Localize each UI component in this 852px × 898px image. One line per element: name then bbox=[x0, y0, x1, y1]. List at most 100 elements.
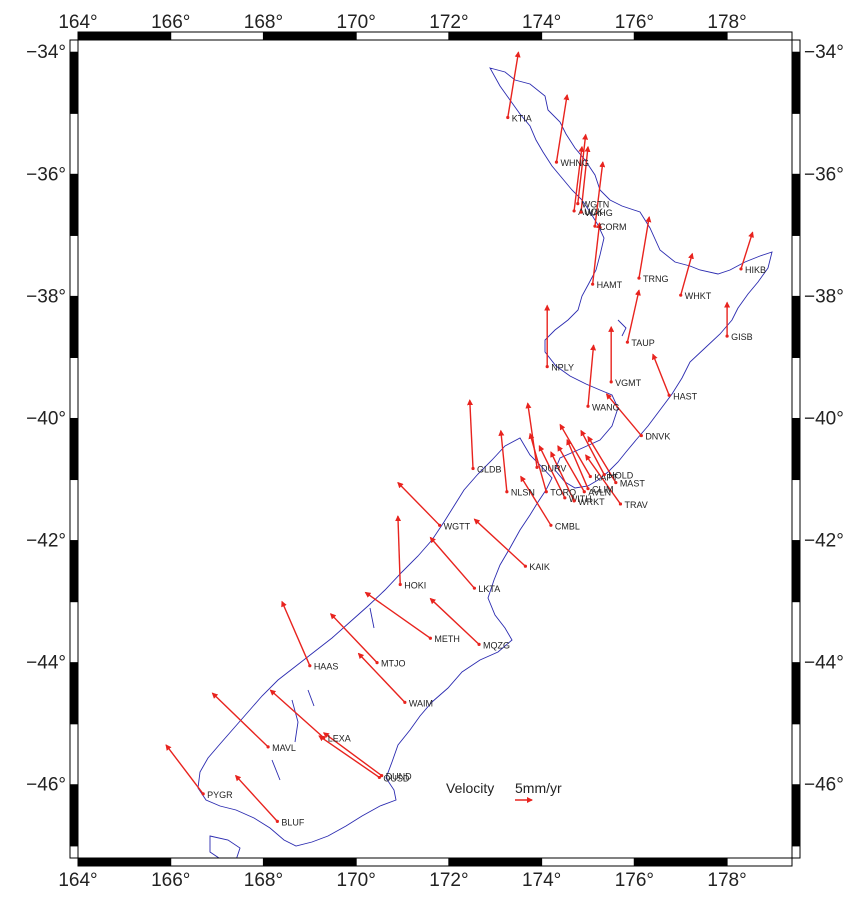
station-label-hikb: HIKB bbox=[745, 265, 766, 275]
station-marker-bluf bbox=[275, 819, 279, 823]
right-lat-tick-label: −42° bbox=[804, 531, 844, 552]
frame-bar-segment bbox=[791, 51, 801, 114]
velocity-vector-meth bbox=[364, 591, 431, 639]
frame-bar-segment bbox=[69, 356, 79, 419]
station-marker-gisb bbox=[725, 334, 729, 338]
velocity-vector-waim bbox=[357, 652, 406, 703]
station-marker-toro bbox=[544, 490, 548, 494]
velocity-legend: Velocity 5mm/yr bbox=[446, 780, 562, 803]
station-marker-mavl bbox=[266, 745, 270, 749]
right-lat-tick-label: −34° bbox=[804, 42, 844, 63]
station-label-lkta: LKTA bbox=[478, 584, 500, 594]
frame-bar-segment bbox=[541, 857, 635, 867]
station-marker-taup bbox=[625, 340, 630, 344]
station-marker-kaik bbox=[523, 564, 528, 568]
station-label-durv: DURV bbox=[541, 463, 566, 473]
station-label-gldb: GLDB bbox=[477, 465, 502, 475]
velocity-vector-wahg bbox=[580, 145, 591, 213]
station-label-pygr: PYGR bbox=[207, 790, 233, 800]
station-marker-nply bbox=[545, 364, 549, 369]
right-lat-tick-label: −46° bbox=[804, 775, 844, 796]
velocity-vector-mast bbox=[587, 435, 617, 483]
velocity-vector-wgtt bbox=[397, 481, 441, 526]
station-label-hast: HAST bbox=[673, 391, 698, 401]
frame-bar-segment bbox=[69, 479, 79, 542]
lake bbox=[271, 759, 281, 781]
station-marker-pygr bbox=[201, 792, 205, 796]
frame-bar-segment bbox=[77, 857, 172, 867]
station-label-nlsn: NLSN bbox=[511, 488, 535, 498]
station-marker-hamt bbox=[591, 282, 595, 286]
left-lat-tick-label: −40° bbox=[26, 408, 66, 429]
station-label-cmbl: CMBL bbox=[555, 521, 580, 531]
velocity-vector-with bbox=[538, 445, 566, 499]
frame-bar-segment bbox=[69, 234, 79, 297]
top-lon-tick-label: 168° bbox=[244, 12, 283, 33]
velocity-vector-dnvk bbox=[605, 393, 642, 437]
station-marker-mqzg bbox=[477, 642, 481, 646]
station-marker-trng bbox=[637, 276, 641, 280]
left-lat-tick-label: −42° bbox=[26, 531, 66, 552]
velocity-vector-trng bbox=[638, 216, 652, 279]
velocity-vector-gldb bbox=[467, 399, 474, 469]
frame-bar-segment bbox=[69, 662, 79, 725]
frame-bar-segment bbox=[791, 784, 801, 847]
velocity-vector-corm bbox=[594, 161, 606, 227]
station-marker-lexa bbox=[322, 736, 326, 740]
velocity-vector-hoki bbox=[395, 515, 402, 585]
frame-bar-segment bbox=[726, 31, 793, 41]
north-island-coastline bbox=[489, 67, 773, 489]
velocity-vector-dund bbox=[322, 732, 383, 777]
velocity-vector-pygr bbox=[165, 744, 204, 795]
station-marker-wgtt bbox=[438, 523, 442, 527]
frame-bar-segment bbox=[541, 31, 635, 41]
frame-bar-segment bbox=[69, 845, 79, 859]
frame-scale-bars bbox=[69, 31, 801, 867]
station-label-mast: MAST bbox=[620, 479, 646, 489]
station-marker-waim bbox=[403, 700, 407, 704]
frame-bar-segment bbox=[791, 356, 801, 419]
velocity-vector-mqzg bbox=[429, 597, 480, 645]
station-marker-meth bbox=[428, 636, 432, 640]
station-label-wang: WANG bbox=[592, 402, 620, 412]
station-marker-gldb bbox=[471, 466, 475, 471]
frame-bar-segment bbox=[69, 601, 79, 664]
bottom-lon-tick-label: 170° bbox=[337, 870, 376, 891]
station-label-clim: CLIM bbox=[592, 485, 614, 495]
bottom-lon-tick-label: 168° bbox=[244, 870, 283, 891]
station-label-mavl: MAVL bbox=[272, 743, 296, 753]
station-label-kapt: KAPT bbox=[594, 472, 618, 482]
station-marker-corm bbox=[593, 224, 597, 228]
station-label-mqzg: MQZG bbox=[483, 640, 510, 650]
station-marker-mtjo bbox=[375, 661, 379, 665]
station-label-haas: HAAS bbox=[314, 662, 339, 672]
station-label-auck: AUCK bbox=[578, 207, 603, 217]
frame-bar-segment bbox=[170, 857, 264, 867]
frame-bar-segment bbox=[791, 601, 801, 664]
station-label-wrkt: WRKT bbox=[578, 497, 605, 507]
velocity-vector-trav bbox=[585, 454, 622, 505]
bottom-lon-tick-label: 172° bbox=[429, 870, 468, 891]
bottom-lon-tick-label: 178° bbox=[707, 870, 746, 891]
south-island-coastline bbox=[197, 437, 553, 847]
station-label-avln: AVLN bbox=[588, 488, 611, 498]
station-label-with: WITH bbox=[569, 494, 592, 504]
right-lat-tick-label: −38° bbox=[804, 286, 844, 307]
station-label-wahg: WAHG bbox=[585, 208, 613, 218]
station-label-kaik: KAIK bbox=[529, 562, 550, 572]
station-marker-whng bbox=[554, 160, 559, 164]
velocity-vector-wgtn bbox=[577, 133, 589, 204]
right-lat-tick-label: −40° bbox=[804, 408, 844, 429]
station-marker-hoki bbox=[398, 582, 402, 587]
station-label-taup: TAUP bbox=[631, 338, 654, 348]
lake bbox=[291, 699, 299, 743]
station-label-hamt: HAMT bbox=[597, 280, 623, 290]
top-lon-tick-label: 174° bbox=[522, 12, 561, 33]
frame-bar-segment bbox=[791, 540, 801, 603]
station-label-ousd: OUSD bbox=[383, 773, 410, 783]
station-marker-trav bbox=[618, 502, 623, 506]
station-marker-durv bbox=[535, 465, 539, 469]
frame-bar-segment bbox=[791, 479, 801, 542]
